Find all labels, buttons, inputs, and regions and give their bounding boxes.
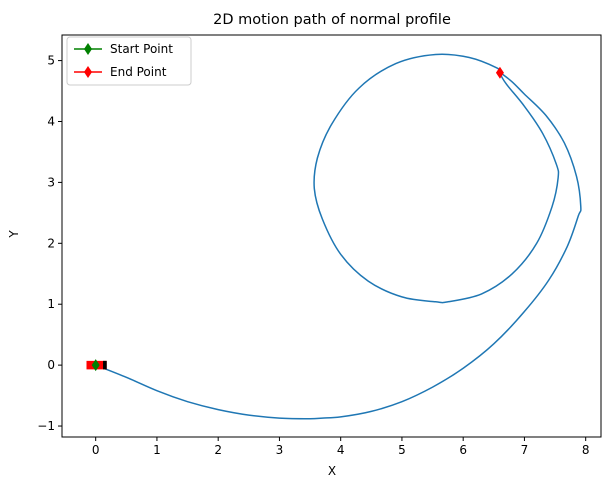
y-tick-label: 2 xyxy=(47,236,55,250)
legend-end-label: End Point xyxy=(110,65,167,79)
x-tick-label: 4 xyxy=(337,443,345,457)
x-tick-label: 1 xyxy=(153,443,161,457)
y-tick-label: 3 xyxy=(47,175,55,189)
x-tick-label: 6 xyxy=(459,443,467,457)
y-tick-label: 4 xyxy=(47,114,55,128)
plot-frame xyxy=(61,34,602,438)
x-tick-label: 7 xyxy=(521,443,529,457)
y-tick-label: 0 xyxy=(47,358,55,372)
legend-start-marker xyxy=(84,43,92,55)
x-axis-label: X xyxy=(328,464,336,478)
y-tick-label: 1 xyxy=(47,297,55,311)
x-tick-label: 8 xyxy=(582,443,590,457)
x-tick-label: 5 xyxy=(398,443,406,457)
y-axis-label: Y xyxy=(7,230,21,239)
motion-path-line xyxy=(95,53,582,420)
x-tick-label: 2 xyxy=(214,443,222,457)
x-tick-label: 3 xyxy=(276,443,284,457)
plot-area xyxy=(86,53,582,420)
legend-end-marker xyxy=(84,66,92,78)
y-tick-label: −1 xyxy=(37,419,55,433)
legend: Start Point End Point xyxy=(66,36,192,86)
end-point-marker xyxy=(495,66,504,79)
y-tick-label: 5 xyxy=(47,54,55,68)
legend-start-label: Start Point xyxy=(110,42,173,56)
vehicle-wheel xyxy=(103,360,107,370)
start-point-marker xyxy=(91,359,100,372)
chart-title: 2D motion path of normal profile xyxy=(213,12,451,28)
x-tick-label: 0 xyxy=(92,443,100,457)
axis-ticks: 0 1 2 3 4 5 6 7 8 −1 0 1 2 3 4 5 xyxy=(37,34,602,457)
